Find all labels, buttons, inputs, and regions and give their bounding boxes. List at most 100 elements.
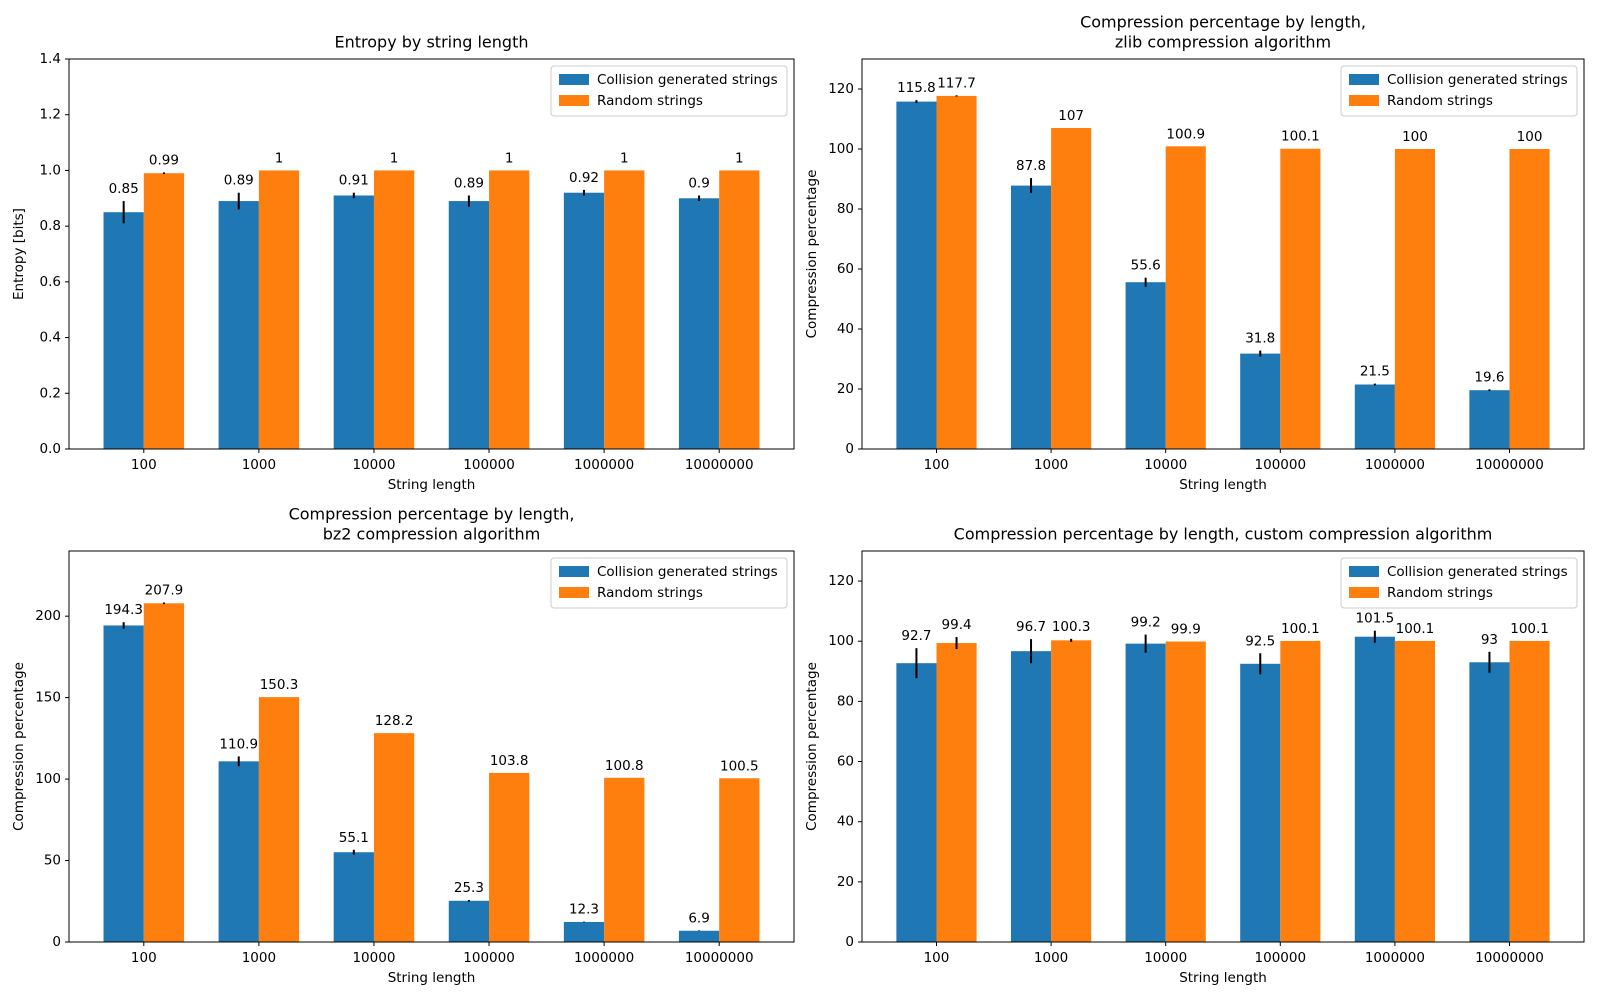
y-axis-label: Compression percentage xyxy=(11,662,27,831)
bar xyxy=(103,212,144,449)
value-label: 0.91 xyxy=(339,173,369,189)
value-label: 1 xyxy=(620,150,629,166)
value-label: 19.6 xyxy=(1474,369,1504,385)
x-tick-label: 1000000 xyxy=(574,950,634,966)
x-tick-label: 100 xyxy=(924,950,950,966)
legend-label: Random strings xyxy=(597,585,703,601)
subplot: Compression percentage by length,zlib co… xyxy=(804,13,1585,493)
y-tick-label: 60 xyxy=(837,754,854,770)
y-axis-label: Compression percentage xyxy=(804,662,820,831)
value-label: 128.2 xyxy=(375,713,414,729)
y-tick-label: 100 xyxy=(828,633,854,649)
x-tick-label: 1000 xyxy=(242,950,276,966)
x-tick-label: 100 xyxy=(924,457,950,473)
bar xyxy=(448,900,490,942)
value-label: 92.5 xyxy=(1245,633,1275,649)
bar xyxy=(333,195,374,449)
value-label: 117.7 xyxy=(937,75,976,91)
subplot: Compression percentage by length, custom… xyxy=(804,525,1585,986)
value-label: 100 xyxy=(1402,129,1428,145)
y-tick-label: 120 xyxy=(828,81,854,97)
y-tick-label: 1.4 xyxy=(40,51,61,67)
legend-label: Collision generated strings xyxy=(597,72,778,88)
value-label: 110.9 xyxy=(219,736,258,752)
bar xyxy=(143,603,185,942)
value-label: 96.7 xyxy=(1016,619,1046,635)
bar xyxy=(1469,662,1510,942)
bar xyxy=(489,170,530,449)
y-tick-label: 0 xyxy=(845,441,854,457)
bar xyxy=(936,643,977,942)
value-label: 0.89 xyxy=(454,176,484,192)
x-axis-label: String length xyxy=(388,477,476,493)
x-tick-label: 1000000 xyxy=(574,457,634,473)
legend-swatch xyxy=(1349,95,1379,106)
bar xyxy=(936,95,977,450)
value-label: 1 xyxy=(735,150,744,166)
bar xyxy=(1125,282,1166,449)
x-tick-label: 10000 xyxy=(352,457,395,473)
legend-label: Random strings xyxy=(597,93,703,109)
value-label: 0.9 xyxy=(688,176,709,192)
y-tick-label: 50 xyxy=(44,853,61,869)
x-tick-label: 1000 xyxy=(1034,457,1068,473)
bar xyxy=(143,173,185,449)
chart-title: Compression percentage by length, custom… xyxy=(954,525,1493,544)
chart-title: bz2 compression algorithm xyxy=(323,525,541,544)
bar xyxy=(1354,636,1395,942)
bar xyxy=(218,201,259,449)
value-label: 55.6 xyxy=(1131,258,1161,274)
value-label: 0.85 xyxy=(109,181,139,197)
value-label: 55.1 xyxy=(339,830,369,846)
value-label: 100.3 xyxy=(1052,619,1091,635)
bar xyxy=(1165,641,1206,942)
bar xyxy=(373,733,415,942)
x-tick-label: 100000 xyxy=(1255,457,1307,473)
bar xyxy=(1509,149,1550,449)
y-axis-label: Entropy [bits] xyxy=(11,208,27,300)
axes-frame xyxy=(861,550,1585,943)
bar xyxy=(1280,148,1321,449)
x-tick-label: 10000 xyxy=(352,950,395,966)
y-tick-label: 0.6 xyxy=(40,274,61,290)
bar xyxy=(1051,128,1092,449)
legend-swatch xyxy=(559,566,589,577)
bar xyxy=(1125,643,1166,942)
bar xyxy=(604,777,645,942)
legend-swatch xyxy=(1349,74,1379,85)
x-tick-label: 100000 xyxy=(463,457,515,473)
x-tick-label: 100000 xyxy=(463,950,515,966)
y-tick-label: 40 xyxy=(837,321,854,337)
value-label: 100.9 xyxy=(1166,126,1205,142)
subplot: Entropy by string length 0.0 0.2 0.4 0.6 0.8 1… xyxy=(11,33,795,493)
value-label: 92.7 xyxy=(901,628,931,644)
subplot: Compression percentage by length,bz2 com… xyxy=(11,505,795,986)
value-label: 107 xyxy=(1058,108,1084,124)
legend-box xyxy=(550,65,788,117)
y-tick-label: 100 xyxy=(828,141,854,157)
legend-swatch xyxy=(559,587,589,598)
value-label: 0.89 xyxy=(224,173,254,189)
value-label: 0.99 xyxy=(149,152,179,168)
x-tick-label: 10000 xyxy=(1144,950,1187,966)
value-label: 1 xyxy=(390,150,399,166)
legend-label: Random strings xyxy=(1387,585,1493,601)
bar xyxy=(678,930,720,942)
chart-title: Compression percentage by length, xyxy=(289,505,575,524)
value-label: 100.1 xyxy=(1281,621,1320,637)
value-label: 93 xyxy=(1481,632,1498,648)
y-tick-label: 40 xyxy=(837,814,854,830)
bar xyxy=(896,663,937,942)
value-label: 100.1 xyxy=(1281,129,1320,145)
bar xyxy=(333,852,374,942)
x-tick-label: 10000 xyxy=(1144,457,1187,473)
value-label: 87.8 xyxy=(1016,158,1046,174)
bar xyxy=(448,201,490,449)
bar xyxy=(896,101,937,449)
value-label: 100 xyxy=(1517,129,1543,145)
x-tick-label: 100 xyxy=(131,457,157,473)
x-tick-label: 10000000 xyxy=(1475,457,1544,473)
value-label: 6.9 xyxy=(688,910,709,926)
value-label: 99.9 xyxy=(1171,622,1201,638)
y-tick-label: 80 xyxy=(837,201,854,217)
